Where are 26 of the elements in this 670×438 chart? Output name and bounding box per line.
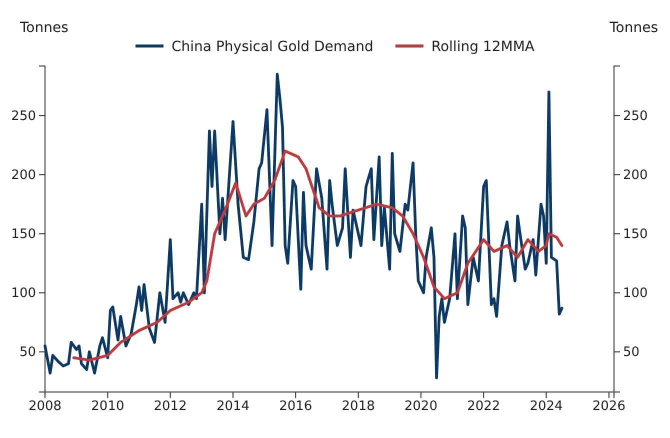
legend-label: China Physical Gold Demand	[172, 39, 374, 55]
x-tick-label: 2024	[530, 399, 563, 414]
y2-tick-label: 150	[623, 226, 648, 242]
y-tick-label: 200	[11, 168, 36, 183]
x-tick-label: 2014	[216, 399, 250, 414]
y-tick-label: 250	[11, 108, 36, 124]
y-tick-label: 150	[11, 226, 36, 242]
x-tick-label: 2008	[28, 399, 62, 414]
x-tick-label: 2016	[279, 399, 312, 414]
x-tick-label: 2010	[91, 399, 124, 414]
x-tick-label: 2018	[342, 399, 375, 414]
y2-tick-label: 50	[623, 345, 640, 360]
line-series	[44, 72, 564, 380]
x-tick-label: 2012	[154, 399, 187, 414]
x-tick-label: 2022	[467, 399, 500, 414]
x-tick-label: 2020	[404, 399, 438, 414]
y2-tick-label: 100	[623, 286, 648, 301]
y2-tick-label: 250	[623, 108, 648, 124]
y2-axis-title: Tonnes	[608, 20, 658, 36]
legend-label: Rolling 12MMA	[431, 39, 535, 55]
y-axis-title: Tonnes	[19, 20, 68, 36]
x-tick-label: 2026	[592, 399, 626, 414]
y-tick-label: 100	[11, 286, 36, 301]
y-tick-label: 50	[19, 345, 36, 360]
y2-tick-label: 200	[623, 168, 648, 183]
line-series	[72, 150, 564, 362]
